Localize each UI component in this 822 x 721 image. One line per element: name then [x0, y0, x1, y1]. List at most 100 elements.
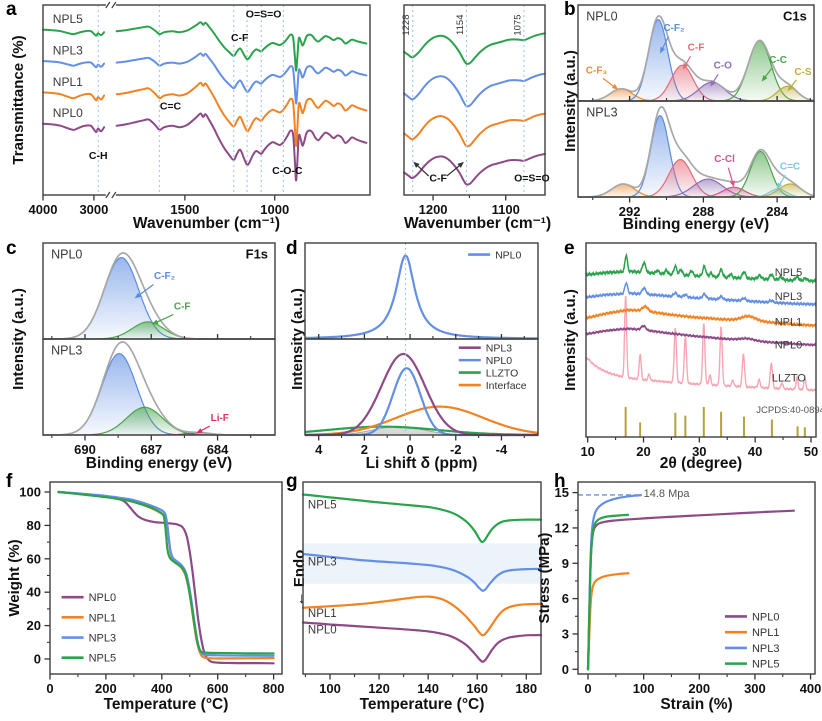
panel-e: e Intensity (a.u.) 10 20 30 40 50 NPL5 NPL3 NPL…	[562, 235, 822, 473]
x-tick-label: 180	[515, 681, 537, 696]
legend-label: NPL5	[752, 659, 780, 671]
annotation-text: C-F	[688, 43, 705, 54]
y-tick-label: 0	[562, 662, 569, 677]
series-C-C-fill	[578, 40, 814, 101]
annotation-text: NPL3	[51, 343, 82, 357]
panel-h-ylabel: Stress (MPa)	[536, 532, 553, 624]
chart-a-left: 4000 3000 1500 1000 NPL5 NPL3 NPL1 NPL0 C-H C=C C-…	[29, 1, 371, 217]
legend-label: NPL5	[89, 653, 117, 665]
annotation-text: C-Cl	[714, 154, 735, 165]
series-NPL0	[57, 490, 275, 665]
annotation-arrow	[137, 284, 154, 297]
axis-break-mark	[105, 191, 111, 199]
series-NPL3	[42, 60, 106, 69]
x-tick-label: 1200	[419, 202, 448, 217]
annotation-text: C-F	[429, 173, 447, 185]
series-NPL3	[403, 72, 546, 108]
x-tick-label: 100	[319, 681, 341, 696]
annotation-arrowhead	[776, 182, 783, 190]
annotation-text: C-F	[231, 32, 249, 44]
series-NPL3	[57, 490, 275, 657]
series-NPL1	[115, 81, 368, 147]
series-C-F-fill	[43, 407, 275, 435]
annotation-text: C-C	[769, 55, 787, 66]
chart-h: 0 100 200 300 400 0 3 6 9 12 15 14.8 Mpa NPL0 NPL1 NPL…	[555, 481, 821, 696]
panel-h-xlabel: Strain (%)	[660, 696, 733, 713]
annotation-arrow	[661, 36, 669, 51]
annotation-arrow	[155, 314, 174, 324]
series-C-S-fill	[578, 184, 814, 197]
x-tick-label: 288	[693, 204, 715, 219]
annotation-text: C-O-C	[272, 165, 303, 177]
x-tick-label: 20	[636, 444, 650, 459]
series-C-C-fill	[578, 151, 814, 197]
legend-label: NPL0	[486, 355, 512, 367]
series-NPL1	[403, 112, 546, 148]
x-tick-label: 284	[766, 204, 788, 219]
panel-a-left-xlabel: Wavenumber (cm⁻¹)	[132, 215, 281, 232]
legend-label: Interface	[486, 380, 527, 392]
panel-f-ylabel: Weight (%)	[6, 539, 23, 617]
annotation-text: C-O	[714, 60, 733, 71]
axis-border	[577, 481, 816, 675]
series-NPL0	[42, 122, 106, 133]
series-NPL1	[301, 595, 543, 637]
annotation-text: C1s	[783, 8, 807, 23]
panel-f: f Weight (%) 0 200 400 600 800 0 20 40 60 80 100 NP…	[0, 470, 284, 721]
legend-label: NPL3	[752, 643, 780, 655]
x-tick-label: 1000	[260, 202, 289, 217]
panel-e-xlabel: 2θ (degree)	[659, 455, 743, 472]
panel-d-ylabel: Intensity (a.u.)	[289, 288, 306, 390]
annotation-text: NPL5	[53, 12, 83, 26]
chart-e: 10 20 30 40 50 NPL5 NPL3 NPL1 NPL0 LLZTO JCPDS:40-…	[580, 242, 822, 459]
x-tick-label: 0	[406, 442, 413, 457]
annotation-text: NPL1	[775, 316, 803, 328]
axis-border	[302, 481, 542, 675]
x-tick-label: 4000	[29, 202, 58, 217]
annotation-arrowhead	[729, 180, 735, 188]
x-tick-label: 690	[74, 442, 96, 457]
annotation-text: 1154	[455, 15, 466, 35]
y-tick-label: 60	[27, 551, 41, 566]
x-tick-label: 600	[207, 681, 229, 696]
series-NPL0	[115, 112, 368, 182]
annotation-arrowhead	[413, 161, 420, 168]
panel-g-xlabel: Temperature (°C)	[359, 696, 485, 713]
axis-break-mask	[105, 2, 116, 8]
ftir-plot-zoom-range: 1200 1100 1228 1154 1075 C-F O=S=O	[401, 4, 550, 217]
annotation-arrowhead	[761, 75, 768, 82]
axis-border	[304, 338, 539, 436]
panel-h: h Stress (MPa) 0 100 200 300 400 0 3 6 9 12 15 14.8…	[536, 470, 822, 721]
panel-c-xlabel: Binding energy (eV)	[85, 455, 233, 472]
y-tick-label: 3	[562, 626, 569, 641]
series-C-O-fill	[578, 82, 814, 101]
panel-g: g ← Endo 100 120 140 160 180 NPL5 NPL3 NPL1 NPL0…	[283, 470, 562, 721]
annotation-text: C-F₂	[154, 271, 175, 282]
y-tick-label: 6	[562, 591, 569, 606]
annotation-text: NPL0	[775, 340, 803, 352]
tga-plot: 0 200 400 600 800 0 20 40 60 80 100 NPL0 NPL1 NPL3 NPL…	[19, 481, 284, 696]
series-NPL5	[57, 490, 275, 655]
x-tick-label: 1500	[170, 202, 199, 217]
series-envelope	[578, 15, 814, 102]
series-NPL1	[42, 91, 106, 102]
legend-label: NPL1	[89, 612, 117, 624]
nmr-deconvolution-plot: 4 2 0 -2 -4 NPL3 NPL0 LLZTO Interface	[304, 338, 539, 457]
annotation-arrow	[763, 68, 773, 79]
series-NPL0	[585, 324, 817, 348]
series-NPL5	[115, 21, 368, 72]
chart-g: 100 120 140 160 180 NPL5 NPL3 NPL1 NPL0	[301, 481, 543, 696]
panel-a-ylabel: Transmittance (%)	[10, 35, 27, 165]
x-tick-label: 50	[804, 444, 818, 459]
axis-break-mark	[105, 1, 111, 9]
x-tick-label: 10	[580, 444, 594, 459]
series-LLZTO	[585, 295, 817, 393]
x-tick-label: 140	[417, 681, 439, 696]
dsc-plot: 100 120 140 160 180 NPL5 NPL3 NPL1 NPL0	[301, 481, 543, 696]
annotation-arrowhead	[457, 161, 464, 168]
x-tick-label: 2	[361, 442, 368, 457]
chart-b-top: NPL0 C1s C-F₃ C-F₂ C-F C-O C-C C-S	[577, 4, 815, 102]
y-tick-label: 100	[19, 485, 41, 500]
nmr-npl0-plot: NPL0	[304, 242, 539, 340]
legend-label: NPL0	[495, 250, 521, 262]
